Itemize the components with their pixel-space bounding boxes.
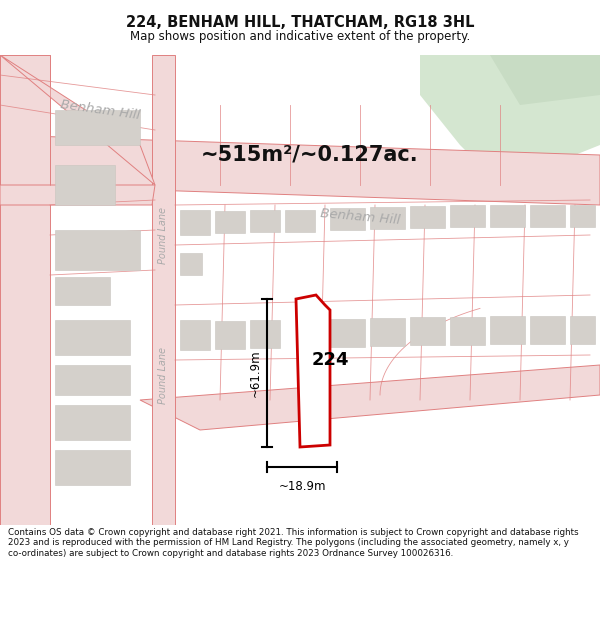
Bar: [450, 317, 485, 345]
Bar: [370, 318, 405, 346]
Text: ~18.9m: ~18.9m: [278, 480, 326, 493]
Text: Benham Hill: Benham Hill: [59, 98, 140, 122]
Polygon shape: [0, 55, 50, 525]
Text: Pound Lane: Pound Lane: [158, 206, 168, 264]
Polygon shape: [296, 295, 330, 447]
Bar: [330, 319, 365, 347]
Bar: [55, 405, 130, 440]
Bar: [180, 210, 210, 235]
Bar: [55, 277, 110, 305]
Polygon shape: [140, 365, 600, 430]
Text: 224, BENHAM HILL, THATCHAM, RG18 3HL: 224, BENHAM HILL, THATCHAM, RG18 3HL: [126, 16, 474, 31]
Text: Contains OS data © Crown copyright and database right 2021. This information is : Contains OS data © Crown copyright and d…: [8, 528, 578, 558]
Text: Map shows position and indicative extent of the property.: Map shows position and indicative extent…: [130, 30, 470, 43]
Bar: [410, 317, 445, 345]
Polygon shape: [420, 55, 600, 185]
Text: Pound Lane: Pound Lane: [158, 346, 168, 404]
Bar: [450, 205, 485, 227]
Bar: [530, 205, 565, 227]
Text: Benham Hill: Benham Hill: [320, 207, 400, 227]
Bar: [370, 207, 405, 229]
Bar: [55, 165, 115, 205]
Polygon shape: [0, 55, 155, 185]
Bar: [152, 55, 175, 525]
Bar: [55, 110, 140, 145]
Bar: [180, 320, 210, 350]
Bar: [55, 320, 130, 355]
Bar: [250, 320, 280, 348]
Bar: [215, 321, 245, 349]
Bar: [215, 211, 245, 233]
Bar: [55, 450, 130, 485]
Bar: [570, 316, 595, 344]
Text: 224: 224: [311, 351, 349, 369]
Bar: [55, 365, 130, 395]
Bar: [530, 316, 565, 344]
Bar: [250, 210, 280, 232]
Bar: [410, 206, 445, 228]
Polygon shape: [0, 135, 600, 205]
Bar: [490, 205, 525, 227]
Bar: [570, 205, 595, 227]
Polygon shape: [0, 185, 155, 205]
Bar: [490, 316, 525, 344]
Bar: [55, 230, 140, 270]
Bar: [285, 210, 315, 232]
Bar: [180, 253, 202, 275]
Text: ~61.9m: ~61.9m: [248, 349, 262, 397]
Polygon shape: [490, 55, 600, 105]
Bar: [330, 208, 365, 230]
Text: ~515m²/~0.127ac.: ~515m²/~0.127ac.: [201, 145, 419, 165]
